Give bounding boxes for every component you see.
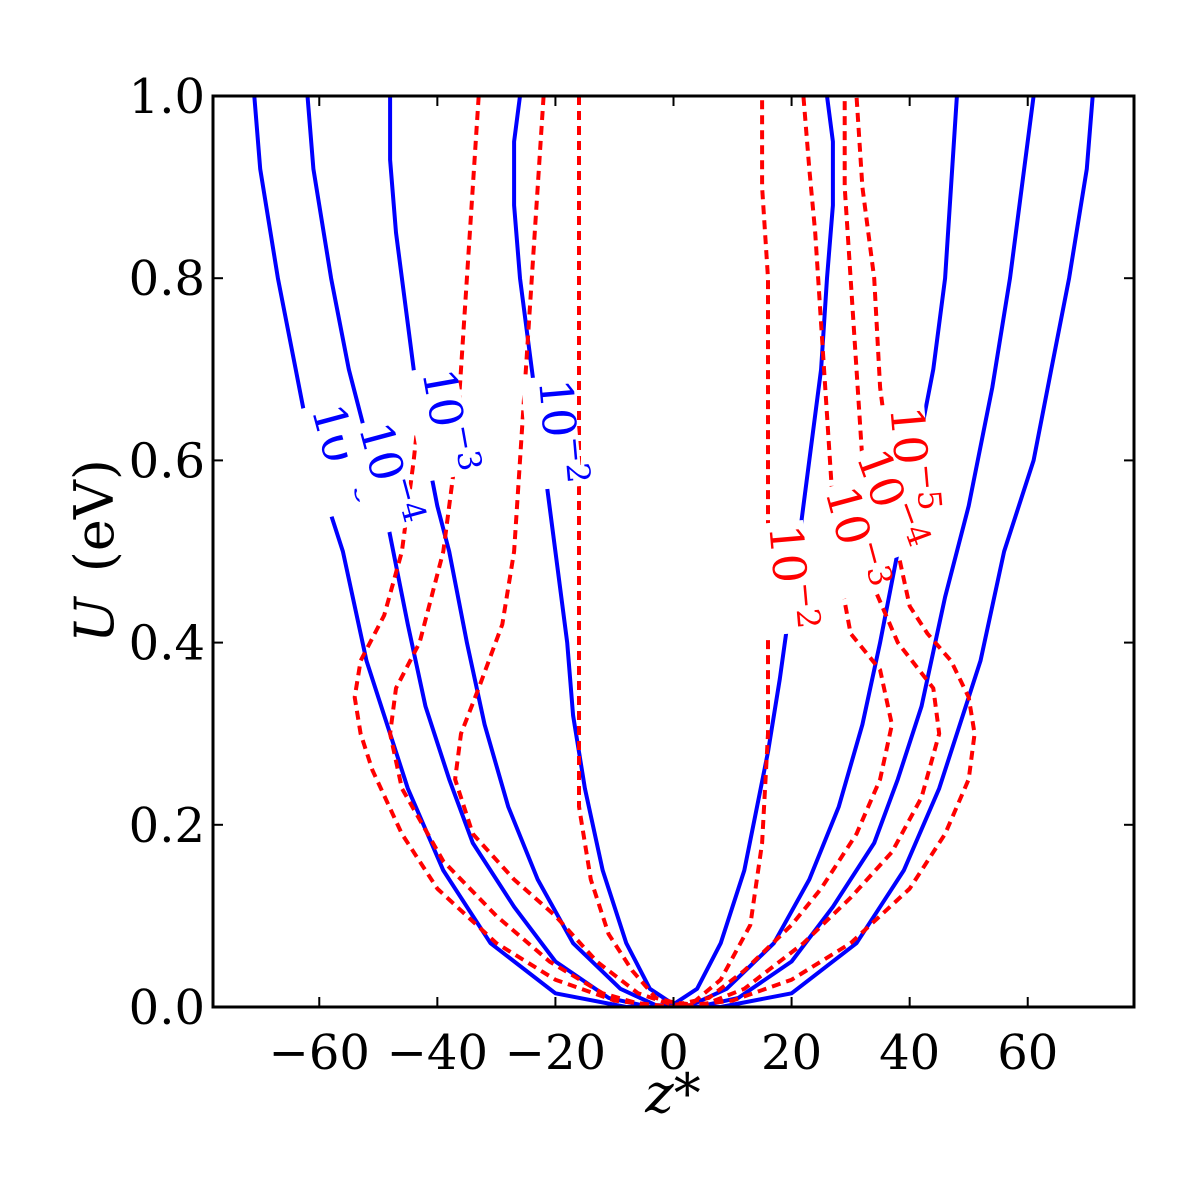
y-tick-label: 1.0 bbox=[129, 69, 205, 125]
y-tick-label: 0.0 bbox=[129, 980, 205, 1036]
x-tick-label: −60 bbox=[269, 1025, 370, 1081]
y-tick-label: 0.8 bbox=[129, 251, 205, 307]
contour-label-base: 10 bbox=[411, 364, 474, 431]
contour-label-base: 10 bbox=[758, 522, 817, 585]
x-axis-label: z* bbox=[644, 1062, 700, 1125]
axis-ticks bbox=[213, 95, 1134, 1008]
contour-solid-3 bbox=[305, 96, 1036, 1007]
x-tick-label: 20 bbox=[761, 1025, 822, 1081]
contour-label-exponent: −2 bbox=[786, 580, 828, 630]
contour-labels: 10−510−410−310−210−510−410−310−2 bbox=[293, 362, 949, 637]
y-axis-label-symbol: U bbox=[63, 596, 126, 643]
contour-dashed-5 bbox=[577, 96, 770, 1007]
plot-area bbox=[252, 96, 1095, 1007]
x-tick-labels: −60 −40 −20 0 20 40 60 bbox=[269, 1025, 1059, 1081]
x-tick-label: −20 bbox=[505, 1025, 606, 1081]
contour-solid-4 bbox=[252, 96, 1095, 1007]
plot-frame bbox=[211, 94, 1136, 1009]
y-axis-label-unit: (eV) bbox=[63, 459, 126, 572]
contour-label-text: 10−3 bbox=[411, 363, 489, 478]
x-tick-label: 0 bbox=[658, 1025, 689, 1081]
x-tick-label: −40 bbox=[387, 1025, 488, 1081]
y-tick-label: 0.6 bbox=[129, 433, 205, 489]
contour-label-text: 10−2 bbox=[758, 522, 828, 633]
contour-label-solid-4: 10−2 bbox=[520, 374, 598, 491]
y-axis-label: U (eV) bbox=[63, 459, 126, 643]
contour-label-text: 10−2 bbox=[528, 376, 598, 487]
x-tick-label: 40 bbox=[879, 1025, 940, 1081]
contour-label-solid-3: 10−3 bbox=[403, 362, 490, 483]
contour-label-dashed-8: 10−2 bbox=[751, 520, 828, 637]
x-axis-label-text: z* bbox=[644, 1062, 700, 1125]
y-tick-label: 0.4 bbox=[129, 616, 205, 672]
contour-label-exponent: −2 bbox=[556, 434, 598, 484]
contour-label-exponent: −5 bbox=[907, 462, 949, 512]
contour-label-dashed-7: 10−3 bbox=[806, 479, 901, 602]
contour-label-base: 10 bbox=[528, 377, 587, 440]
y-tick-labels: 0.0 0.2 0.4 0.6 0.8 1.0 bbox=[129, 69, 205, 1036]
contour-label-exponent: −3 bbox=[444, 421, 490, 474]
y-tick-label: 0.2 bbox=[129, 798, 205, 854]
x-tick-label: 60 bbox=[997, 1025, 1058, 1081]
